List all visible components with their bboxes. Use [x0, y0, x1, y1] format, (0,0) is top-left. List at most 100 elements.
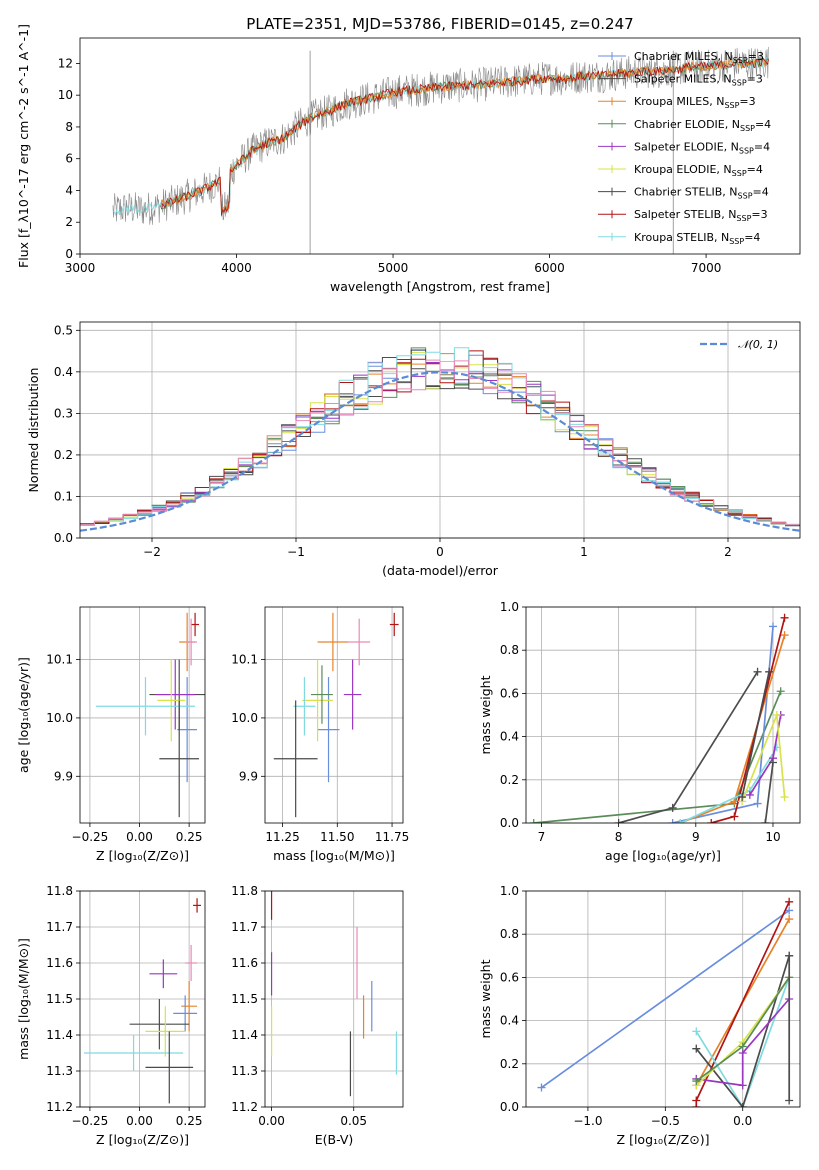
panel-mass_vs_ebv: 0.00 0.05 11.2 11.3 11.4 11.5 11.6 11.7 11.8 E(B-…: [231, 884, 404, 1147]
y-tick-label: 11.6: [46, 956, 73, 970]
y-tick-label: 0.4: [500, 1014, 519, 1028]
legend-label-text: Kroupa MILES, N: [634, 95, 724, 108]
x-tick-label: 0.05: [340, 1114, 367, 1128]
axes-frame: [525, 890, 801, 1108]
x-tick-label: −1: [287, 545, 305, 559]
y-tick-label: 10.0: [46, 711, 73, 725]
x-tick-label: 2: [724, 545, 732, 559]
y-tick-label: 10.1: [46, 653, 73, 667]
y-tick-label: 0.0: [500, 1100, 519, 1114]
x-tick-label: 0.0: [733, 1114, 752, 1128]
y-tick-label: 0.8: [500, 643, 519, 657]
weight-point-marker: [761, 819, 770, 823]
y-tick-label: 11.5: [231, 992, 258, 1006]
weight-point-marker: [707, 819, 716, 823]
y-tick-label: 11.5: [46, 992, 73, 1006]
x-tick-label: 5000: [378, 261, 409, 275]
y-tick-label: 0.3: [54, 406, 73, 420]
y-tick-label: 0.0: [500, 816, 519, 830]
axes-frame: [79, 890, 206, 1108]
x-tick-label: 0.00: [258, 1114, 285, 1128]
y-tick-label: 0.4: [54, 365, 73, 379]
legend-label: Chabrier MILES, NSSP=3: [634, 50, 764, 65]
weight-point-marker: [692, 1096, 701, 1105]
legend-label: 𝒩(0, 1): [738, 338, 778, 351]
axes-frame: [79, 37, 801, 255]
spectrum-line: [161, 57, 770, 216]
y-axis-label: Flux [f_λ10^-17 erg cm^-2 s^-1 A^-1]: [16, 24, 31, 268]
x-axis-label: Z [log₁₀(Z/Z⊙)]: [617, 1132, 710, 1147]
panel-age_vs_mass: 11.25 11.50 11.75 9.9 10.0 10.1 mass [log₁₀(M/…: [231, 606, 409, 863]
y-tick-label: 0.6: [500, 970, 519, 984]
spectrum-line: [161, 58, 769, 211]
y-tick-label: 11.3: [231, 1064, 258, 1078]
legend-label: Salpeter ELODIE, NSSP=4: [634, 140, 770, 155]
legend-label-sub: SSP: [732, 169, 747, 178]
normal-curve: [80, 371, 800, 532]
legend-label: Salpeter MILES, NSSP=3: [634, 73, 763, 88]
x-tick-label: 7: [538, 830, 546, 844]
legend-label-text: Salpeter MILES, N: [634, 73, 732, 86]
x-tick-label: 11.50: [320, 830, 354, 844]
y-tick-label: 0: [65, 247, 73, 261]
weight-series-line: [764, 762, 774, 823]
weight-point-marker: [668, 819, 677, 823]
x-tick-label: −0.5: [651, 1114, 680, 1128]
x-tick-label: −2: [143, 545, 161, 559]
legend-label-sub: SSP: [732, 79, 747, 88]
x-tick-label: 9: [692, 830, 700, 844]
x-tick-label: 4000: [221, 261, 252, 275]
weight-point-marker: [745, 790, 754, 799]
weight-point-marker: [676, 819, 685, 823]
y-tick-label: 0.1: [54, 489, 73, 503]
y-tick-label: 11.2: [46, 1100, 73, 1114]
legend-label-sub: SSP: [739, 146, 754, 155]
legend-label-tail: =3: [751, 208, 767, 221]
weight-point-marker: [776, 687, 785, 696]
legend-label-tail: =3: [748, 50, 764, 63]
y-tick-label: 0.2: [500, 1057, 519, 1071]
weight-point-marker: [529, 819, 538, 823]
weight-point-marker: [772, 711, 781, 719]
y-tick-label: 4: [65, 183, 73, 197]
x-tick-label: 0.25: [176, 830, 203, 844]
weight-series-line: [695, 955, 791, 1107]
x-axis-label: Z [log₁₀(Z/Z⊙)]: [96, 848, 189, 863]
x-tick-label: 0.00: [126, 830, 153, 844]
legend-label-sub: SSP: [736, 214, 751, 223]
weight-series-line: [533, 690, 782, 823]
plot-area: [83, 898, 202, 1104]
x-axis-label: mass [log₁₀(M/M⊙)]: [273, 848, 395, 863]
weight-series-line: [541, 909, 790, 1089]
legend-label-text: Salpeter STELIB, N: [634, 208, 736, 221]
histogram-series: [80, 359, 800, 526]
legend-label-text: Chabrier STELIB, N: [634, 186, 738, 199]
panel-residuals: −2 −1 0 1 2 0.0 0.1 0.2 0.3 0.4 0.5 (data-model)/er…: [26, 321, 801, 578]
y-tick-label: 2: [65, 215, 73, 229]
plot-area: [273, 612, 399, 818]
weight-point-marker: [753, 799, 762, 808]
x-tick-label: 0.25: [176, 1114, 203, 1128]
y-tick-label: 10: [58, 88, 73, 102]
weight-point-marker: [768, 622, 777, 631]
y-tick-label: 11.8: [46, 884, 73, 898]
legend-label: Chabrier ELODIE, NSSP=4: [634, 118, 771, 133]
y-tick-label: 0.2: [54, 448, 73, 462]
axes-frame: [79, 321, 801, 539]
y-tick-label: 0.0: [54, 531, 73, 545]
weight-point-marker: [785, 951, 794, 960]
weight-point-marker: [753, 667, 762, 676]
legend-label-sub: SSP: [724, 101, 739, 110]
y-tick-label: 1.0: [500, 884, 519, 898]
legend-label-sub: SSP: [738, 192, 753, 201]
x-axis-label: age [log₁₀(age/yr)]: [605, 848, 721, 863]
y-axis-label: age [log₁₀(age/yr)]: [16, 657, 31, 773]
y-tick-label: 9.9: [239, 769, 258, 783]
legend-label-sub: SSP: [740, 124, 755, 133]
y-tick-label: 11.7: [231, 920, 258, 934]
x-tick-label: 8: [615, 830, 623, 844]
legend-label: Kroupa ELODIE, NSSP=4: [634, 163, 763, 178]
weight-point-marker: [738, 1081, 747, 1090]
figure-title: PLATE=2351, MJD=53786, FIBERID=0145, z=0…: [246, 15, 633, 33]
x-tick-label: 6000: [534, 261, 565, 275]
